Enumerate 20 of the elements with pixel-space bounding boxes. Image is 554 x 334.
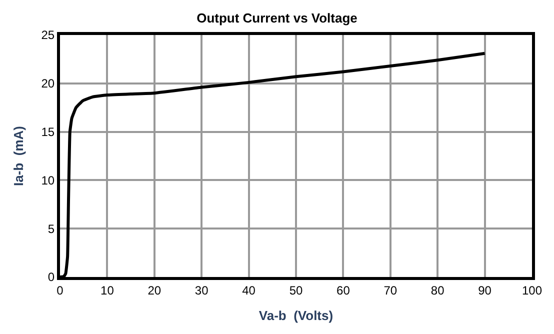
- y-tick-label: 25: [41, 28, 55, 42]
- x-tick-label: 70: [384, 283, 398, 298]
- x-tick-label: 80: [430, 283, 445, 298]
- x-axis-title: Va-b (Volts): [258, 308, 334, 323]
- chart-title: Output Current vs Voltage: [196, 10, 358, 26]
- y-tick-label: 10: [41, 173, 55, 188]
- x-tick-label: 10: [100, 283, 114, 298]
- y-tick-label: 5: [48, 222, 55, 236]
- x-tick-label: 40: [242, 283, 256, 298]
- y-axis-title: Ia-b (mA): [11, 126, 26, 186]
- y-tick-label: 0: [48, 270, 55, 284]
- y-tick-label: 20: [41, 76, 55, 91]
- x-tick-label: 0: [56, 283, 64, 298]
- x-tick-label: 60: [336, 283, 350, 298]
- x-tick-label: 30: [194, 283, 209, 298]
- x-tick-label: 50: [289, 283, 303, 298]
- y-tick-label: 15: [41, 125, 55, 139]
- x-tick-label: 20: [148, 283, 162, 298]
- x-tick-label: 90: [478, 283, 492, 298]
- x-tick-label: 100: [522, 283, 542, 298]
